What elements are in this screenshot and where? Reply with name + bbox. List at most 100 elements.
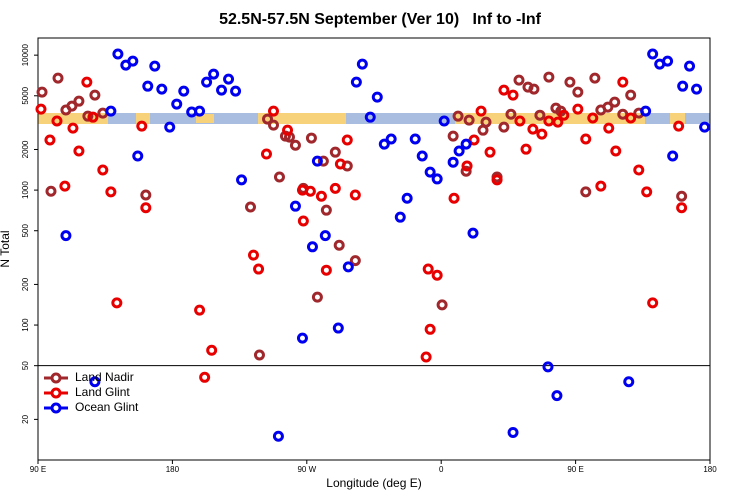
point: [194, 105, 206, 117]
point: [89, 376, 101, 388]
point: [267, 119, 279, 131]
point: [273, 171, 285, 183]
point: [603, 122, 615, 134]
point: [305, 132, 317, 144]
point: [208, 68, 220, 80]
point: [332, 322, 344, 334]
point: [329, 146, 341, 158]
point: [350, 76, 362, 88]
point: [260, 148, 272, 160]
legend-swatch-marker: [50, 387, 62, 399]
point: [507, 89, 519, 101]
point: [371, 91, 383, 103]
point: [132, 150, 144, 162]
x-tick-label: 180: [166, 465, 180, 474]
point: [447, 130, 459, 142]
y-tick-label: 5000: [21, 86, 30, 104]
point: [667, 150, 679, 162]
y-tick-label: 2000: [21, 140, 30, 158]
point: [364, 111, 376, 123]
point: [431, 173, 443, 185]
point: [317, 155, 329, 167]
point: [420, 351, 432, 363]
point: [409, 133, 421, 145]
point: [625, 112, 637, 124]
point: [66, 100, 78, 112]
point: [267, 105, 279, 117]
point: [602, 101, 614, 113]
point: [436, 299, 448, 311]
point: [245, 201, 257, 213]
point: [641, 186, 653, 198]
legend-label: Ocean Glint: [75, 400, 139, 414]
point: [633, 164, 645, 176]
point: [140, 202, 152, 214]
point: [105, 105, 117, 117]
point: [498, 121, 510, 133]
point: [35, 103, 47, 115]
point: [81, 76, 93, 88]
legend-label: Land Nadir: [75, 370, 134, 384]
point: [253, 349, 265, 361]
x-axis-label: Longitude (deg E): [326, 476, 421, 490]
point: [623, 376, 635, 388]
point: [505, 108, 517, 120]
point: [422, 263, 434, 275]
point: [349, 189, 361, 201]
point: [528, 83, 540, 95]
point: [136, 120, 148, 132]
point: [572, 86, 584, 98]
y-tick-label: 20: [21, 414, 30, 423]
point: [424, 323, 436, 335]
point: [463, 114, 475, 126]
point: [475, 105, 487, 117]
point: [111, 297, 123, 309]
point: [164, 121, 176, 133]
point: [216, 84, 228, 96]
point: [201, 76, 213, 88]
point: [551, 390, 563, 402]
y-tick-label: 100: [21, 318, 30, 332]
point: [617, 76, 629, 88]
x-tick-label: 90 E: [30, 465, 46, 474]
point: [460, 138, 472, 150]
point: [431, 269, 443, 281]
plot-frame: [37, 37, 711, 461]
point: [341, 134, 353, 146]
point: [378, 138, 390, 150]
legend-swatch-marker: [50, 372, 62, 384]
point: [156, 83, 168, 95]
point: [315, 190, 327, 202]
point: [647, 48, 659, 60]
point: [306, 241, 318, 253]
point: [105, 186, 117, 198]
point: [171, 98, 183, 110]
point: [320, 264, 332, 276]
point: [282, 124, 294, 136]
point: [44, 134, 56, 146]
point: [684, 60, 696, 72]
point: [514, 115, 526, 127]
y-tick-label: 1000: [21, 181, 30, 199]
point: [304, 185, 316, 197]
point: [447, 156, 459, 168]
point: [401, 192, 413, 204]
point: [311, 291, 323, 303]
point: [52, 72, 64, 84]
point: [394, 211, 406, 223]
point: [206, 344, 218, 356]
point: [673, 120, 685, 132]
point: [587, 112, 599, 124]
point: [199, 371, 211, 383]
point: [513, 74, 525, 86]
point: [319, 230, 331, 242]
x-tick-label: 0: [439, 465, 444, 474]
point: [534, 109, 546, 121]
point: [223, 73, 235, 85]
point: [334, 158, 346, 170]
point: [467, 227, 479, 239]
point: [385, 133, 397, 145]
point: [589, 72, 601, 84]
land-strip: [136, 113, 150, 124]
point: [82, 110, 94, 122]
